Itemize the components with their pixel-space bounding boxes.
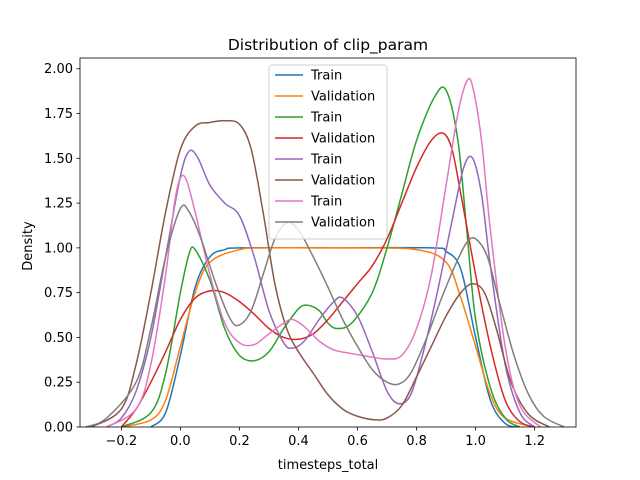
legend-label: Validation xyxy=(311,90,375,105)
y-tick-label: 1.25 xyxy=(44,197,73,212)
legend-label: Train xyxy=(310,195,342,210)
legend-label: Train xyxy=(310,153,342,168)
x-tick-label: 0.0 xyxy=(170,434,191,449)
legend-label: Validation xyxy=(311,216,375,231)
y-tick-label: 0.75 xyxy=(44,286,73,301)
series-line-8 xyxy=(85,204,565,427)
y-tick-label: 1.50 xyxy=(44,152,73,167)
axes: −0.2 0.0 0.2 0.4 0.6 0.8 1.0 1.2 0.00 0.25 0.50 0.7… xyxy=(44,57,577,449)
legend-box xyxy=(268,64,388,240)
plot-area xyxy=(85,77,565,427)
y-tick-label: 0.00 xyxy=(44,421,73,436)
x-tick-label: 0.2 xyxy=(229,434,250,449)
y-tick-label: 1.00 xyxy=(44,241,73,256)
y-tick-label: 1.75 xyxy=(44,107,73,122)
legend-label: Validation xyxy=(311,174,375,189)
y-tick-label: 0.25 xyxy=(44,376,73,391)
series-line-3 xyxy=(121,86,521,427)
series-line-1 xyxy=(150,246,521,427)
series-line-4 xyxy=(120,132,535,427)
series-line-6 xyxy=(91,119,550,427)
x-tick-label: 0.8 xyxy=(406,434,427,449)
series-line-2 xyxy=(121,246,535,427)
x-tick-label: 1.0 xyxy=(465,434,486,449)
series-line-5 xyxy=(106,149,536,427)
y-axis-label: Density xyxy=(21,221,36,271)
axes-frame xyxy=(79,57,577,428)
legend-label: Train xyxy=(310,69,342,84)
chart-title: Distribution of clip_param xyxy=(228,36,428,55)
x-tick-label: 0.6 xyxy=(347,434,368,449)
y-tick-label: 0.50 xyxy=(44,331,73,346)
legend-label: Train xyxy=(310,111,342,126)
x-tick-label: 1.2 xyxy=(524,434,545,449)
series-line-7 xyxy=(106,77,542,427)
x-tick-label: −0.2 xyxy=(106,434,138,449)
x-tick-label: 0.4 xyxy=(288,434,309,449)
legend-label: Validation xyxy=(311,132,375,147)
y-tick-label: 2.00 xyxy=(44,62,73,77)
legend: Train Validation Train Validation Train Valid… xyxy=(268,64,388,240)
x-axis-label: timesteps_total xyxy=(278,458,379,473)
